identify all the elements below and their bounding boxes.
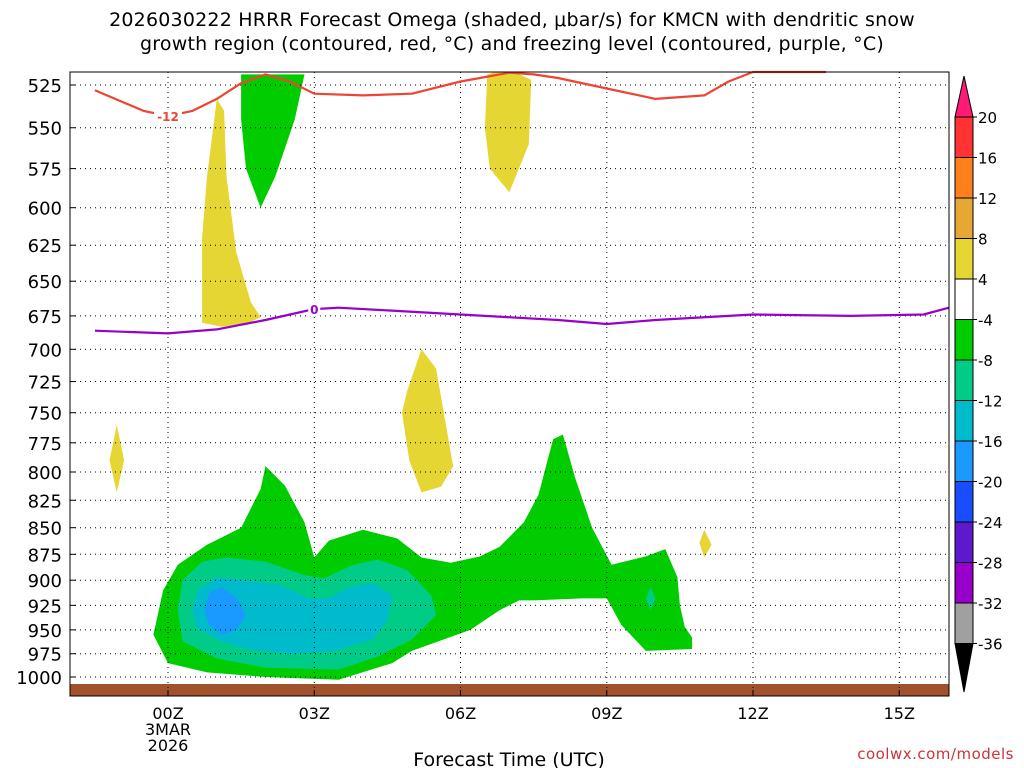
colorbar-segment (954, 157, 974, 199)
omega-region-4 (699, 529, 712, 558)
y-tick-label: 550 (28, 119, 62, 140)
y-tick-label: 750 (28, 404, 62, 425)
colorbar-segment (954, 521, 974, 563)
y-tick-label: 800 (28, 463, 62, 484)
y-tick-label: 625 (28, 236, 62, 257)
colorbar-segment (954, 238, 974, 280)
y-tick-label: 700 (28, 340, 62, 361)
colorbar-label: -24 (978, 514, 1003, 532)
x-tick-label: 12Z (737, 704, 768, 723)
y-tick-label: 650 (28, 272, 62, 293)
y-tick-label: 600 (28, 199, 62, 220)
colorbar-top-arrow (954, 75, 974, 118)
colorbar-label: -8 (978, 352, 993, 370)
x-tick-label: 00Z (152, 704, 183, 723)
y-tick-label: 775 (28, 434, 62, 455)
colorbar-label: 12 (978, 190, 997, 208)
omega-region-8 (645, 587, 656, 611)
omega-region-0 (202, 98, 261, 327)
y-tick-label: 1000 (16, 668, 62, 689)
x-tick-label: 15Z (884, 704, 915, 723)
y-tick-label: 675 (28, 307, 62, 328)
x-tick-label: 03Z (299, 704, 330, 723)
y-axis: 525 550 575 600 625 650 675 700 725 750 775 800 825 8… (16, 76, 76, 689)
title-line-1: 2026030222 HRRR Forecast Omega (shaded, … (109, 9, 915, 31)
colorbar-label: -32 (978, 595, 1003, 613)
colorbar-segment (954, 319, 974, 361)
contour-label-bg (308, 302, 321, 317)
y-tick-label: 525 (28, 76, 62, 97)
colorbar-label: 4 (978, 271, 988, 289)
colorbar-label: -20 (978, 474, 1003, 492)
contour-line-1 (94, 306, 950, 335)
omega-region-9 (192, 577, 393, 654)
contour-label-bg (154, 108, 182, 123)
colorbar-segment (954, 602, 974, 644)
plot-frame (69, 71, 950, 697)
colorbar-label: -28 (978, 555, 1003, 573)
contour-line-0 (94, 70, 827, 118)
y-tick-label: 725 (28, 373, 62, 394)
chart-title: 2026030222 HRRR Forecast Omega (shaded, … (0, 8, 1024, 56)
contour-lines: -12 0 (94, 70, 950, 335)
x-tick-label: 06Z (445, 704, 476, 723)
y-tick-label: 975 (28, 645, 62, 666)
omega-region-10 (204, 587, 246, 635)
colorbar-label: 16 (978, 150, 997, 168)
y-tick-label: 925 (28, 596, 62, 617)
colorbar-label: -36 (978, 636, 1003, 654)
colorbar-label: -12 (978, 393, 1003, 411)
omega-region-5 (241, 74, 305, 208)
colorbar-segment (954, 197, 974, 239)
colorbar: 20 16 12 8 4 -4 -8 -12 -16 -20 -24 -28 -32 -36 (954, 75, 1003, 693)
y-tick-label: 900 (28, 571, 62, 592)
credit-link[interactable]: coolwx.com/models (857, 745, 1014, 763)
colorbar-segment (954, 562, 974, 604)
omega-region-2 (402, 349, 454, 493)
colorbar-segment (954, 481, 974, 523)
colorbar-label: 20 (978, 109, 997, 127)
y-tick-label: 950 (28, 621, 62, 642)
colorbar-segment (954, 278, 974, 320)
contour-label: 0 (310, 303, 318, 317)
colorbar-segment (954, 359, 974, 401)
x-tick-label: 2026 (148, 736, 189, 755)
title-line-2: growth region (contoured, red, °C) and f… (140, 33, 884, 55)
ground-surface (70, 684, 949, 696)
shaded-omega-regions (109, 72, 712, 680)
colorbar-segment (954, 116, 974, 158)
gridlines (70, 72, 949, 696)
y-tick-label: 875 (28, 545, 62, 566)
colorbar-label: -16 (978, 433, 1003, 451)
contour-label: -12 (157, 110, 179, 124)
colorbar-label: 8 (978, 231, 988, 249)
ground-fill (70, 684, 949, 696)
y-tick-label: 575 (28, 160, 62, 181)
omega-region-3 (109, 424, 125, 493)
y-tick-label: 825 (28, 491, 62, 512)
x-axis-label: Forecast Time (UTC) (413, 749, 604, 768)
colorbar-bottom-arrow (954, 643, 974, 693)
colorbar-segment (954, 400, 974, 442)
colorbar-label: -4 (978, 312, 993, 330)
y-tick-label: 850 (28, 519, 62, 540)
omega-region-1 (484, 72, 532, 193)
colorbar-segment (954, 440, 974, 482)
x-tick-label: 3MAR (145, 720, 191, 739)
x-tick-label: 09Z (591, 704, 622, 723)
